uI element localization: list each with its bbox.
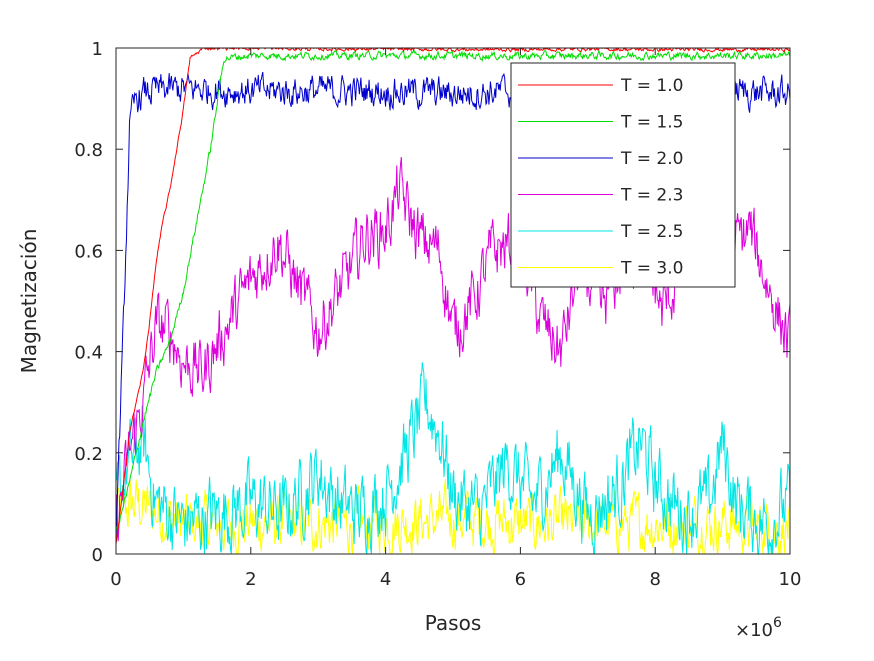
x-axis-multiplier: ×106 (735, 615, 782, 641)
y-tick-label: 0 (92, 545, 103, 566)
series-line-2 (115, 48, 791, 532)
y-tick-label: 1 (92, 39, 103, 60)
legend-items: T = 1.0 T = 1.5 T = 2.0 T = 2.3 T = 2.5 T = 3… (518, 76, 683, 279)
x-axis-label: Pasos (425, 611, 482, 635)
legend-box (510, 62, 736, 288)
legend-item: T = 2.5 (518, 222, 683, 242)
legend-item: T = 1.5 (518, 113, 683, 133)
y-axis-label: Magnetización (17, 229, 41, 374)
x-tick-label: 0 (110, 569, 121, 590)
series-line-5 (115, 362, 791, 556)
x-axis-multiplier-exponent: 6 (773, 615, 782, 631)
legend-label: T = 3.0 (620, 259, 683, 279)
legend-label: T = 2.3 (620, 186, 683, 206)
legend: T = 1.0 T = 1.5 T = 2.0 T = 2.3 T = 2.5 T = 3… (510, 62, 736, 288)
x-tick-label: 8 (649, 569, 660, 590)
x-tick-label: 4 (380, 569, 391, 590)
y-tick-label: 0.2 (74, 444, 103, 465)
plot-frame (115, 47, 791, 555)
legend-label: T = 2.0 (620, 149, 683, 169)
y-tick-label: 0.8 (74, 140, 103, 161)
legend-label: T = 1.5 (620, 113, 683, 133)
legend-item: T = 2.0 (518, 149, 683, 169)
legend-label: T = 1.0 (620, 76, 683, 96)
series-line-6 (115, 478, 791, 556)
legend-label: T = 2.5 (620, 222, 683, 242)
x-axis-multiplier-base: ×10 (735, 620, 773, 641)
tick-layer: 0 2 4 6 8 10 0 0.2 0.4 0.6 0.8 1 (74, 39, 801, 590)
y-tick-label: 0.4 (74, 343, 103, 364)
y-tick-label: 0.6 (74, 241, 103, 262)
x-tick-label: 6 (515, 569, 526, 590)
legend-item: T = 2.3 (518, 186, 683, 206)
x-tick-label: 10 (779, 569, 802, 590)
legend-item: T = 1.0 (518, 76, 683, 96)
legend-item: T = 3.0 (518, 259, 683, 279)
x-tick-label: 2 (245, 569, 256, 590)
